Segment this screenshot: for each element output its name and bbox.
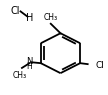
Text: CH₃: CH₃ [43, 13, 57, 22]
Text: CH₃: CH₃ [12, 71, 26, 80]
Text: Cl: Cl [95, 61, 104, 70]
Text: Cl: Cl [11, 6, 20, 16]
Text: H: H [26, 13, 33, 23]
Text: N: N [26, 57, 33, 66]
Text: H: H [27, 62, 32, 71]
